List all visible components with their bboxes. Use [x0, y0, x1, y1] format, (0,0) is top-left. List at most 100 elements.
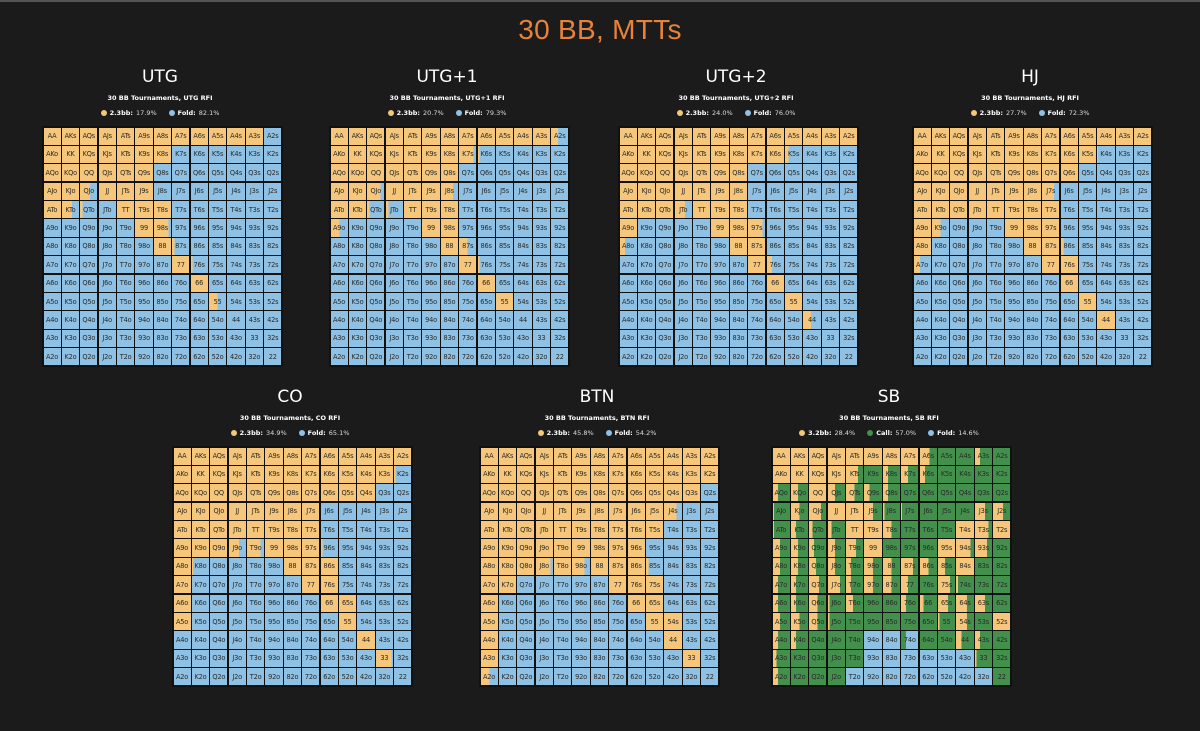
- hand-cell[interactable]: K6s: [627, 465, 645, 483]
- hand-cell[interactable]: 87o: [729, 256, 747, 274]
- hand-cell[interactable]: J8s: [1023, 182, 1041, 200]
- hand-cell[interactable]: 84o: [882, 631, 900, 649]
- hand-cell[interactable]: A5s: [785, 127, 803, 145]
- hand-cell[interactable]: KJs: [98, 145, 116, 163]
- hand-cell[interactable]: T7s: [172, 201, 190, 219]
- hand-cell[interactable]: T9o: [247, 539, 265, 557]
- hand-cell[interactable]: A7o: [913, 256, 931, 274]
- hand-cell[interactable]: A5s: [209, 127, 227, 145]
- hand-cell[interactable]: A8s: [590, 447, 608, 465]
- hand-cell[interactable]: A6o: [43, 274, 61, 292]
- hand-cell[interactable]: 99: [1005, 219, 1023, 237]
- hand-cell[interactable]: 74o: [609, 631, 627, 649]
- hand-cell[interactable]: 55: [646, 613, 664, 631]
- hand-cell[interactable]: 63o: [320, 649, 338, 667]
- hand-cell[interactable]: JJ: [98, 182, 116, 200]
- hand-cell[interactable]: T5o: [846, 613, 864, 631]
- hand-cell[interactable]: A4o: [330, 311, 348, 329]
- hand-cell[interactable]: A7s: [172, 127, 190, 145]
- hand-cell[interactable]: 99: [711, 219, 729, 237]
- hand-cell[interactable]: J2o: [385, 348, 403, 366]
- hand-cell[interactable]: 94s: [803, 219, 821, 237]
- hand-cell[interactable]: J5o: [228, 613, 246, 631]
- hand-cell[interactable]: 52s: [701, 613, 719, 631]
- hand-cell[interactable]: TT: [554, 521, 572, 539]
- hand-cell[interactable]: K2s: [993, 465, 1011, 483]
- hand-cell[interactable]: QTs: [554, 484, 572, 502]
- hand-cell[interactable]: T4o: [987, 311, 1005, 329]
- hand-cell[interactable]: K4s: [803, 145, 821, 163]
- hand-cell[interactable]: 93o: [572, 649, 590, 667]
- hand-cell[interactable]: Q8s: [440, 164, 458, 182]
- hand-cell[interactable]: 32o: [974, 668, 992, 686]
- hand-cell[interactable]: KTo: [931, 201, 949, 219]
- hand-cell[interactable]: 93o: [265, 649, 283, 667]
- hand-cell[interactable]: 92o: [1005, 348, 1023, 366]
- hand-cell[interactable]: Q3o: [80, 329, 98, 347]
- hand-cell[interactable]: A3s: [375, 447, 393, 465]
- hand-cell[interactable]: 73s: [821, 256, 839, 274]
- hand-cell[interactable]: 86s: [320, 557, 338, 575]
- hand-cell[interactable]: K2o: [348, 348, 366, 366]
- hand-cell[interactable]: Q2o: [80, 348, 98, 366]
- hand-cell[interactable]: T4s: [956, 521, 974, 539]
- hand-cell[interactable]: K8o: [348, 237, 366, 255]
- hand-cell[interactable]: AKs: [931, 127, 949, 145]
- hand-cell[interactable]: T8s: [882, 521, 900, 539]
- hand-cell[interactable]: TT: [117, 201, 135, 219]
- hand-cell[interactable]: J3o: [385, 329, 403, 347]
- hand-cell[interactable]: 97o: [422, 256, 440, 274]
- hand-cell[interactable]: 94o: [422, 311, 440, 329]
- hand-cell[interactable]: JTs: [404, 182, 422, 200]
- hand-cell[interactable]: A2o: [480, 668, 498, 686]
- hand-cell[interactable]: J7o: [535, 576, 553, 594]
- hand-cell[interactable]: T7s: [748, 201, 766, 219]
- hand-cell[interactable]: AQs: [80, 127, 98, 145]
- hand-cell[interactable]: 95o: [265, 613, 283, 631]
- hand-cell[interactable]: 52o: [646, 668, 664, 686]
- hand-cell[interactable]: J6o: [385, 274, 403, 292]
- hand-cell[interactable]: Q8s: [590, 484, 608, 502]
- hand-cell[interactable]: J6o: [674, 274, 692, 292]
- hand-cell[interactable]: 73o: [901, 649, 919, 667]
- hand-cell[interactable]: A4s: [803, 127, 821, 145]
- hand-cell[interactable]: K9o: [790, 539, 808, 557]
- hand-cell[interactable]: QJo: [210, 502, 228, 520]
- hand-cell[interactable]: 43o: [1097, 329, 1115, 347]
- hand-cell[interactable]: 94o: [1005, 311, 1023, 329]
- hand-cell[interactable]: 22: [993, 668, 1011, 686]
- hand-cell[interactable]: J7o: [228, 576, 246, 594]
- hand-cell[interactable]: 82s: [394, 557, 412, 575]
- hand-cell[interactable]: 82o: [882, 668, 900, 686]
- hand-cell[interactable]: 62o: [477, 348, 495, 366]
- hand-cell[interactable]: A8s: [440, 127, 458, 145]
- hand-cell[interactable]: AQo: [619, 164, 637, 182]
- hand-cell[interactable]: J6s: [766, 182, 784, 200]
- hand-cell[interactable]: 64s: [956, 594, 974, 612]
- hand-cell[interactable]: K5s: [1079, 145, 1097, 163]
- hand-cell[interactable]: 43o: [357, 649, 375, 667]
- hand-cell[interactable]: T5o: [693, 293, 711, 311]
- hand-cell[interactable]: Q6s: [320, 484, 338, 502]
- hand-cell[interactable]: 94s: [357, 539, 375, 557]
- hand-cell[interactable]: K7o: [498, 576, 516, 594]
- hand-cell[interactable]: Q2o: [950, 348, 968, 366]
- hand-cell[interactable]: 75s: [938, 576, 956, 594]
- hand-cell[interactable]: 42o: [664, 668, 682, 686]
- hand-cell[interactable]: 63o: [627, 649, 645, 667]
- hand-cell[interactable]: 84o: [1023, 311, 1041, 329]
- hand-cell[interactable]: Q3o: [950, 329, 968, 347]
- hand-cell[interactable]: A3o: [480, 649, 498, 667]
- hand-cell[interactable]: 75o: [172, 293, 190, 311]
- hand-cell[interactable]: JTo: [385, 201, 403, 219]
- hand-cell[interactable]: QJo: [80, 182, 98, 200]
- hand-cell[interactable]: A5o: [43, 293, 61, 311]
- hand-cell[interactable]: J2o: [228, 668, 246, 686]
- hand-cell[interactable]: T3s: [974, 521, 992, 539]
- hand-cell[interactable]: K5s: [339, 465, 357, 483]
- hand-cell[interactable]: A4o: [173, 631, 191, 649]
- hand-cell[interactable]: Q6o: [210, 594, 228, 612]
- hand-cell[interactable]: A3o: [619, 329, 637, 347]
- hand-cell[interactable]: 85o: [1023, 293, 1041, 311]
- hand-cell[interactable]: 96o: [422, 274, 440, 292]
